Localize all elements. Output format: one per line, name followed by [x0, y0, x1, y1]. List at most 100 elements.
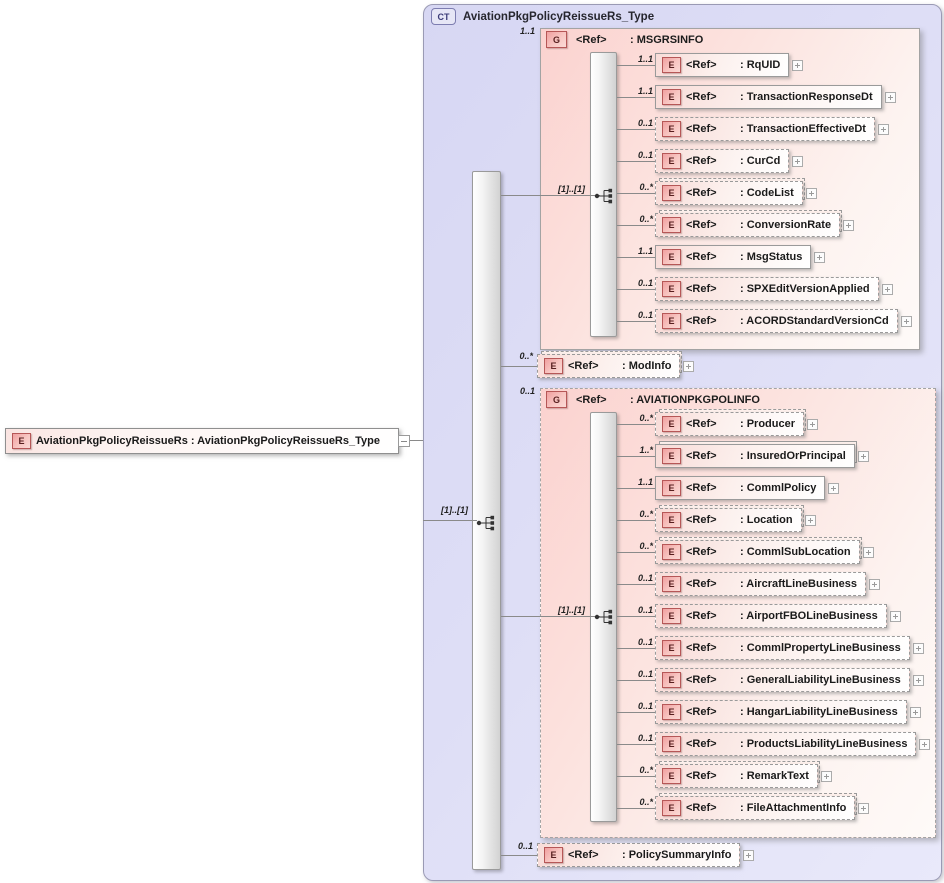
- element-name: : ModInfo: [622, 360, 672, 372]
- element-badge: E: [662, 704, 681, 720]
- element-box-hangarliabilitylinebusiness[interactable]: E <Ref> : HangarLiabilityLineBusiness: [655, 700, 907, 724]
- expand-button[interactable]: [912, 642, 924, 654]
- element-row-location: 0..* E <Ref> : Location: [617, 505, 816, 532]
- element-row-modinfo: E <Ref> : ModInfo: [501, 351, 695, 378]
- connector-line: [617, 423, 655, 425]
- occurs-label: 0..1: [637, 605, 653, 615]
- element-box-transactioneffectivedt[interactable]: E <Ref> : TransactionEffectiveDt: [655, 117, 875, 141]
- element-box-location[interactable]: E <Ref> : Location: [655, 505, 804, 532]
- collapse-button[interactable]: [398, 435, 410, 447]
- expand-button[interactable]: [868, 578, 880, 590]
- ref-label: <Ref>: [568, 360, 599, 372]
- element-name: : CommlPolicy: [740, 482, 817, 494]
- element-box-rquid[interactable]: E <Ref> : RqUID: [655, 53, 790, 77]
- element-box-aircraftlinebusiness[interactable]: E <Ref> : AircraftLineBusiness: [655, 572, 866, 596]
- expand-button[interactable]: [814, 251, 826, 263]
- expand-button[interactable]: [877, 123, 889, 135]
- occurs-label: 0..1: [637, 669, 653, 679]
- expand-button[interactable]: [820, 770, 832, 782]
- element-row-airportfbolinebusiness: 0..1 E <Ref> : AirportFBOLineBusiness: [617, 604, 901, 628]
- ref-label: <Ref>: [686, 123, 717, 135]
- element-badge: E: [662, 608, 681, 624]
- element-box-airportfbolinebusiness[interactable]: E <Ref> : AirportFBOLineBusiness: [655, 604, 887, 628]
- element-box-modinfo[interactable]: E <Ref> : ModInfo: [537, 351, 683, 378]
- element-name: : AircraftLineBusiness: [740, 578, 857, 590]
- occurs-label: 0..1: [637, 573, 653, 583]
- element-box-commlpropertylinebusiness[interactable]: E <Ref> : CommlPropertyLineBusiness: [655, 636, 910, 660]
- element-box-fileattachmentinfo[interactable]: E <Ref> : FileAttachmentInfo: [655, 793, 858, 820]
- occurs-label: 0..*: [639, 214, 653, 224]
- ref-label: <Ref>: [686, 578, 717, 590]
- element-box-producer[interactable]: E <Ref> : Producer: [655, 409, 807, 436]
- ref-label: <Ref>: [686, 91, 717, 103]
- element-badge: E: [662, 544, 681, 560]
- element-name: : FileAttachmentInfo: [740, 802, 847, 814]
- element-box-conversionrate[interactable]: E <Ref> : ConversionRate: [655, 210, 843, 237]
- expand-button[interactable]: [683, 360, 695, 372]
- expand-button[interactable]: [857, 450, 869, 462]
- element-box-commlsublocation[interactable]: E <Ref> : CommlSubLocation: [655, 537, 862, 564]
- group-badge: G: [546, 31, 567, 48]
- expand-button[interactable]: [807, 418, 819, 430]
- ref-label: <Ref>: [686, 315, 717, 327]
- element-box-insuredorprincipal[interactable]: E <Ref> : InsuredOrPrincipal: [655, 441, 857, 468]
- ref-label: <Ref>: [686, 514, 717, 526]
- expand-button[interactable]: [909, 706, 921, 718]
- connector-line: [617, 647, 655, 649]
- connector-line: [617, 288, 655, 290]
- element-badge: E: [662, 640, 681, 656]
- element-badge: E: [662, 89, 681, 105]
- expand-button[interactable]: [792, 59, 804, 71]
- root-element-box[interactable]: E AviationPkgPolicyReissueRs : AviationP…: [5, 428, 399, 454]
- element-row-curcd: 0..1 E <Ref> : CurCd: [617, 149, 804, 173]
- element-name: : ACORDStandardVersionCd: [740, 315, 889, 327]
- element-badge: E: [662, 153, 681, 169]
- element-badge: E: [662, 448, 681, 464]
- group-badge: G: [546, 391, 567, 408]
- expand-button[interactable]: [828, 482, 840, 494]
- expand-button[interactable]: [884, 91, 896, 103]
- expand-button[interactable]: [805, 187, 817, 199]
- connector-line: [501, 616, 600, 617]
- element-row-producer: 0..* E <Ref> : Producer: [617, 409, 819, 436]
- expand-button[interactable]: [889, 610, 901, 622]
- element-name: : GeneralLiabilityLineBusiness: [740, 674, 901, 686]
- expand-button[interactable]: [862, 546, 874, 558]
- expand-button[interactable]: [843, 219, 855, 231]
- ref-label: <Ref>: [686, 482, 717, 494]
- element-box-acordstandardversioncd[interactable]: E <Ref> : ACORDStandardVersionCd: [655, 309, 898, 333]
- element-box-codelist[interactable]: E <Ref> : CodeList: [655, 178, 805, 205]
- connector-line: [617, 807, 655, 809]
- expand-button[interactable]: [743, 849, 755, 861]
- element-box-generalliabilitylinebusiness[interactable]: E <Ref> : GeneralLiabilityLineBusiness: [655, 668, 910, 692]
- expand-button[interactable]: [900, 315, 912, 327]
- expand-button[interactable]: [804, 514, 816, 526]
- sequence-icon: [476, 515, 495, 531]
- expand-button[interactable]: [912, 674, 924, 686]
- element-row-commlsublocation: 0..* E <Ref> : CommlSubLocation: [617, 537, 874, 564]
- expand-button[interactable]: [792, 155, 804, 167]
- element-box-transactionresponsedt[interactable]: E <Ref> : TransactionResponseDt: [655, 85, 882, 109]
- group-header-aviationpkgpolinfo: G <Ref> : AVIATIONPKGPOLINFO: [546, 391, 760, 408]
- ref-label: <Ref>: [568, 849, 599, 861]
- element-name: : RqUID: [740, 59, 781, 71]
- element-box-commlpolicy[interactable]: E <Ref> : CommlPolicy: [655, 476, 826, 500]
- element-row-commlpropertylinebusiness: 0..1 E <Ref> : CommlPropertyLineBusiness: [617, 636, 924, 660]
- element-row-transactionresponsedt: 1..1 E <Ref> : TransactionResponseDt: [617, 85, 896, 109]
- element-box-msgstatus[interactable]: E <Ref> : MsgStatus: [655, 245, 812, 269]
- element-name: : TransactionEffectiveDt: [740, 123, 866, 135]
- element-box-spxeditversionapplied[interactable]: E <Ref> : SPXEditVersionApplied: [655, 277, 879, 301]
- element-name: : SPXEditVersionApplied: [740, 283, 870, 295]
- expand-button[interactable]: [919, 738, 931, 750]
- ref-label: <Ref>: [686, 770, 717, 782]
- element-box-remarktext[interactable]: E <Ref> : RemarkText: [655, 761, 820, 788]
- element-badge: E: [662, 512, 681, 528]
- occurs-label: 0..*: [639, 541, 653, 551]
- element-name: : AirportFBOLineBusiness: [740, 610, 878, 622]
- element-box-policysummaryinfo[interactable]: E <Ref> : PolicySummaryInfo: [537, 843, 741, 867]
- element-box-curcd[interactable]: E <Ref> : CurCd: [655, 149, 790, 173]
- element-row-acordstandardversioncd: 0..1 E <Ref> : ACORDStandardVersionCd: [617, 309, 912, 333]
- expand-button[interactable]: [881, 283, 893, 295]
- element-box-productsliabilitylinebusiness[interactable]: E <Ref> : ProductsLiabilityLineBusiness: [655, 732, 917, 756]
- expand-button[interactable]: [858, 802, 870, 814]
